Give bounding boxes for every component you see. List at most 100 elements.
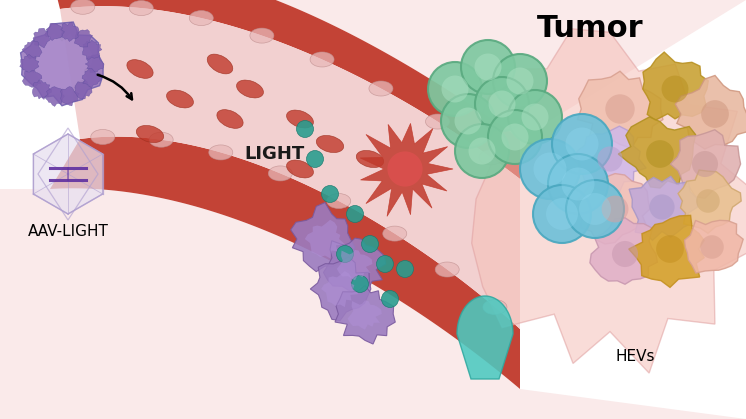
Polygon shape (629, 215, 704, 287)
Circle shape (508, 90, 562, 144)
Circle shape (461, 40, 515, 94)
Ellipse shape (217, 110, 243, 128)
Circle shape (468, 137, 495, 165)
Polygon shape (50, 0, 520, 179)
Ellipse shape (137, 125, 163, 142)
Ellipse shape (250, 28, 274, 43)
Polygon shape (578, 173, 650, 244)
Circle shape (346, 205, 363, 222)
Polygon shape (22, 70, 42, 88)
Polygon shape (82, 68, 101, 87)
Text: LIGHT: LIGHT (245, 145, 305, 163)
Ellipse shape (483, 300, 507, 315)
Circle shape (579, 193, 611, 225)
Circle shape (307, 150, 324, 168)
Ellipse shape (71, 0, 95, 14)
Polygon shape (675, 75, 746, 149)
Polygon shape (471, 29, 746, 373)
Ellipse shape (149, 132, 173, 147)
Polygon shape (574, 126, 646, 192)
Polygon shape (310, 257, 371, 321)
Circle shape (662, 75, 689, 102)
Circle shape (501, 124, 528, 150)
Circle shape (428, 62, 482, 116)
Polygon shape (22, 41, 42, 59)
Circle shape (474, 54, 501, 80)
Polygon shape (19, 54, 39, 72)
Circle shape (387, 151, 422, 186)
Polygon shape (0, 188, 746, 419)
Polygon shape (50, 137, 520, 389)
Circle shape (566, 180, 624, 238)
Polygon shape (360, 123, 453, 216)
Polygon shape (671, 130, 741, 198)
Polygon shape (60, 22, 79, 41)
Circle shape (454, 108, 481, 134)
Ellipse shape (127, 59, 153, 78)
Circle shape (442, 75, 468, 103)
Circle shape (612, 241, 638, 267)
Ellipse shape (357, 150, 383, 168)
Ellipse shape (435, 262, 460, 277)
Polygon shape (75, 80, 92, 99)
Circle shape (489, 91, 515, 117)
Polygon shape (321, 271, 359, 307)
Circle shape (488, 110, 542, 164)
Circle shape (650, 194, 674, 220)
Polygon shape (685, 220, 743, 273)
Polygon shape (34, 134, 103, 214)
Polygon shape (33, 28, 50, 48)
Circle shape (562, 168, 595, 201)
Circle shape (493, 54, 547, 108)
Ellipse shape (91, 129, 115, 145)
Circle shape (397, 261, 413, 277)
Ellipse shape (316, 135, 344, 153)
Circle shape (598, 146, 623, 172)
Ellipse shape (129, 0, 153, 16)
Circle shape (696, 189, 720, 213)
Circle shape (533, 185, 591, 243)
Ellipse shape (286, 160, 313, 178)
Polygon shape (85, 54, 104, 72)
Circle shape (521, 103, 548, 130)
Polygon shape (335, 285, 395, 344)
Ellipse shape (189, 10, 213, 26)
Ellipse shape (166, 90, 193, 108)
Polygon shape (36, 33, 93, 96)
Polygon shape (45, 23, 64, 40)
Circle shape (552, 114, 612, 174)
Circle shape (455, 124, 509, 178)
Polygon shape (577, 71, 663, 148)
Circle shape (441, 94, 495, 148)
Polygon shape (305, 220, 345, 259)
Polygon shape (21, 22, 103, 106)
Circle shape (700, 235, 724, 259)
Circle shape (322, 186, 339, 202)
Circle shape (605, 94, 635, 124)
Polygon shape (348, 300, 382, 330)
Text: HEVs: HEVs (615, 349, 655, 364)
Circle shape (601, 196, 628, 222)
Polygon shape (60, 87, 79, 106)
Circle shape (546, 198, 578, 230)
Circle shape (381, 290, 398, 308)
Ellipse shape (310, 52, 334, 67)
Circle shape (351, 276, 369, 292)
Ellipse shape (207, 54, 233, 74)
Polygon shape (83, 40, 102, 59)
Polygon shape (337, 250, 372, 280)
Circle shape (692, 151, 718, 177)
Polygon shape (590, 218, 657, 284)
Circle shape (507, 67, 533, 95)
Ellipse shape (286, 110, 313, 128)
Circle shape (646, 140, 674, 168)
Ellipse shape (327, 194, 351, 209)
Circle shape (565, 127, 598, 160)
Text: AAV-LIGHT: AAV-LIGHT (28, 224, 108, 239)
Polygon shape (74, 30, 93, 47)
Circle shape (533, 153, 566, 186)
Circle shape (656, 235, 684, 263)
Polygon shape (678, 170, 742, 233)
Text: Tumor: Tumor (536, 14, 643, 43)
Circle shape (701, 100, 729, 128)
